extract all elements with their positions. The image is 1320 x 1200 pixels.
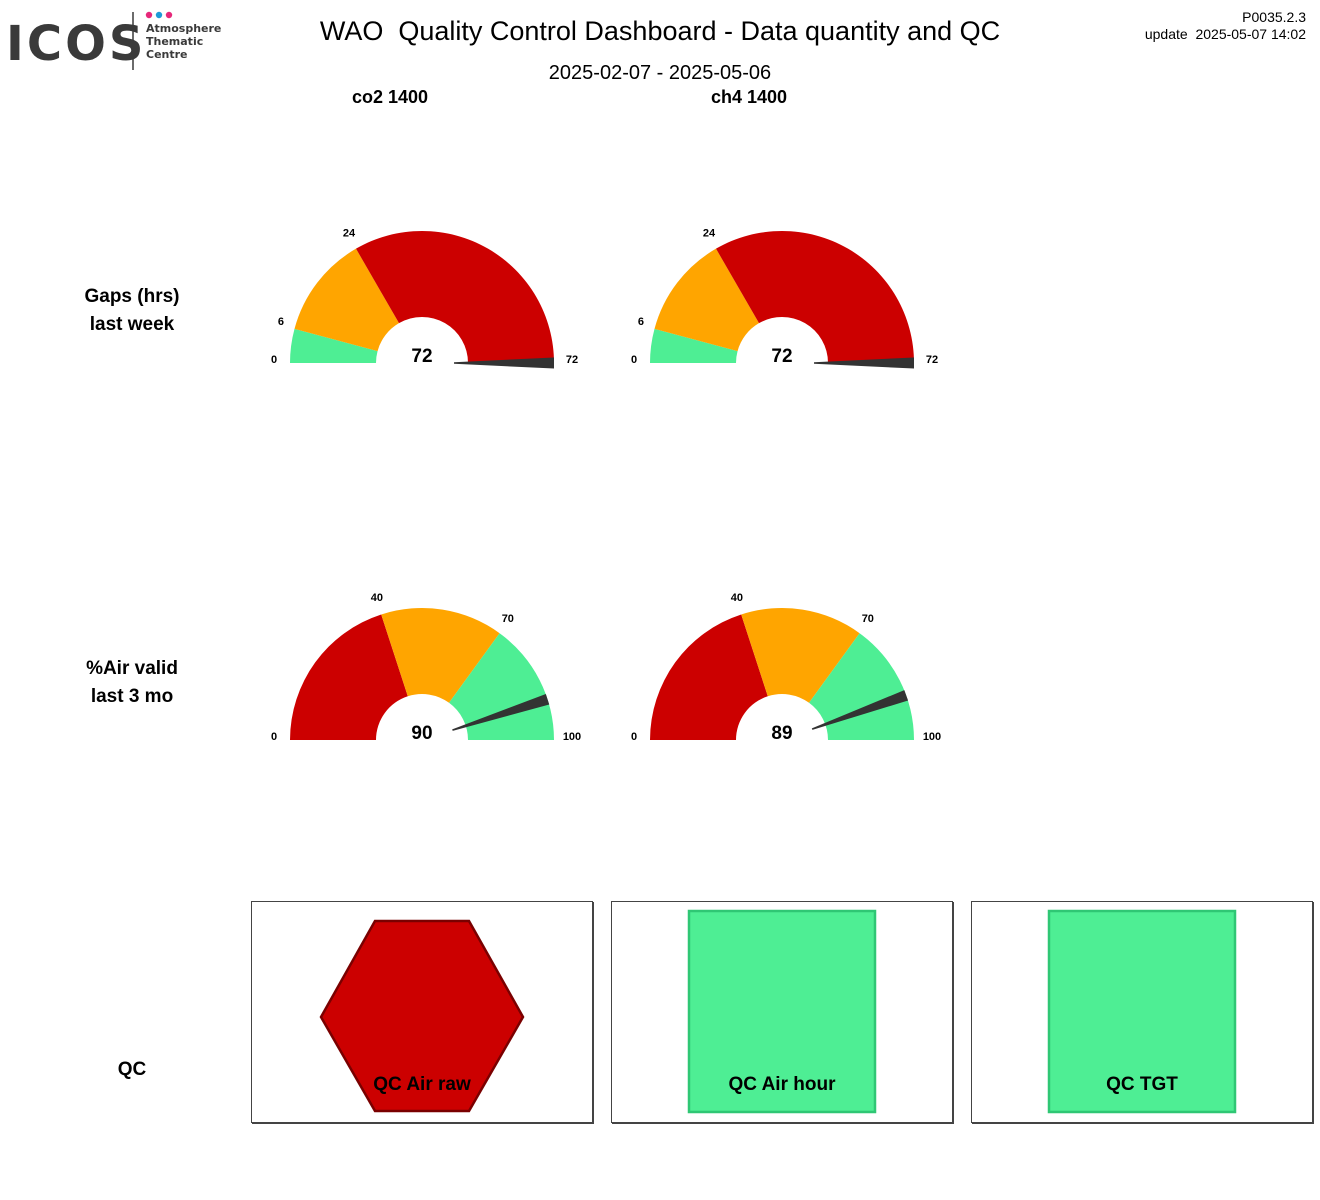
gauge-tick-label: 72 [566, 354, 578, 366]
gauge-band-green [809, 633, 914, 740]
gauge-air-ch4: 0 40 70 100 89 [631, 592, 941, 744]
row-label-air: %Air valid last 3 mo [40, 655, 224, 711]
gauge-gaps-co2: 0 6 24 72 72 [271, 228, 578, 369]
gauge-band-orange [294, 248, 399, 352]
gauge-value-label: 72 [771, 346, 792, 367]
gauge-needle [811, 690, 909, 730]
gauge-band-green [449, 633, 554, 740]
gauge-value-label: 90 [411, 723, 432, 744]
gauge-air-co2: 0 40 70 100 90 [271, 592, 581, 744]
gauge-tick-label: 70 [502, 613, 514, 625]
gauge-tick-label: 40 [371, 592, 383, 604]
logo-subtitle-2: Thematic [146, 35, 203, 48]
qc-panel-air-raw: QC Air raw [251, 901, 593, 1123]
gauge-band-red [650, 614, 768, 740]
gauge-tick-label: 0 [271, 731, 277, 743]
gauge-tick-label: 6 [638, 316, 644, 328]
gauge-band-orange [654, 248, 759, 352]
version-label: P0035.2.3 [1242, 9, 1306, 25]
gauge-band-orange [381, 608, 500, 703]
row-label-air-line1: %Air valid [86, 658, 178, 679]
gauge-value-label: 72 [411, 346, 432, 367]
qc-label: QC Air raw [373, 1074, 471, 1095]
gauge-value-label: 89 [771, 723, 792, 744]
gauge-band-orange [741, 608, 860, 703]
qc-square-shape [1047, 909, 1237, 1114]
logo-dot-pink-2 [165, 11, 173, 19]
gauge-tick-label: 72 [926, 354, 938, 366]
gauge-tick-label: 40 [731, 592, 743, 604]
row-label-gaps-line2: last week [89, 314, 175, 335]
gauge-band-green [290, 328, 378, 363]
logo-dot-blue [155, 11, 163, 19]
gauge-tick-label: 100 [923, 731, 941, 743]
gauge-tick-label: 24 [343, 228, 356, 240]
row-label-air-line2: last 3 mo [90, 686, 174, 707]
gauge-tick-label: 100 [563, 731, 581, 743]
qc-panel-air-hour: QC Air hour [611, 901, 953, 1123]
gauge-tick-label: 0 [631, 354, 637, 366]
logo-subtitle-3: Centre [146, 48, 188, 61]
qc-panel-tgt: QC TGT [971, 901, 1313, 1123]
gauge-band-red [356, 231, 554, 363]
gauge-tick-label: 0 [271, 354, 277, 366]
gauge-needle [452, 693, 550, 731]
gauge-band-green [650, 328, 738, 363]
gauge-needle [454, 357, 554, 369]
row-label-gaps: Gaps (hrs) last week [40, 283, 224, 339]
logo-dot-pink [145, 11, 153, 19]
gauge-gaps-ch4: 0 6 24 72 72 [631, 228, 938, 369]
gauge-tick-label: 6 [278, 316, 284, 328]
icos-logo: ICOS Atmosphere Thematic Centre [6, 11, 221, 72]
qc-status-shape [319, 919, 525, 1113]
qc-status-shape [1047, 909, 1237, 1114]
qc-hexagon-shape [319, 919, 525, 1113]
logo-text: ICOS [6, 16, 146, 72]
logo-subtitle-1: Atmosphere [146, 22, 221, 35]
gauge-tick-label: 0 [631, 731, 637, 743]
qc-label: QC Air hour [728, 1074, 836, 1095]
column-header-co2: co2 1400 [351, 87, 429, 107]
row-label-gaps-line1: Gaps (hrs) [84, 286, 180, 307]
qc-status-shape [687, 909, 877, 1114]
gauge-tick-label: 24 [703, 228, 716, 240]
gauge-tick-label: 70 [862, 613, 874, 625]
qc-square-shape [687, 909, 877, 1114]
date-range: 2025-02-07 - 2025-05-06 [548, 62, 772, 84]
gauge-band-red [716, 231, 914, 363]
column-header-ch4: ch4 1400 [710, 87, 788, 107]
qc-label: QC TGT [1106, 1074, 1178, 1095]
page-title: WAO Quality Control Dashboard - Data qua… [319, 16, 1001, 46]
row-label-qc: QC [117, 1059, 147, 1080]
gauge-band-red [290, 614, 408, 740]
gauge-needle [814, 357, 914, 369]
update-timestamp: update 2025-05-07 14:02 [1144, 26, 1306, 42]
